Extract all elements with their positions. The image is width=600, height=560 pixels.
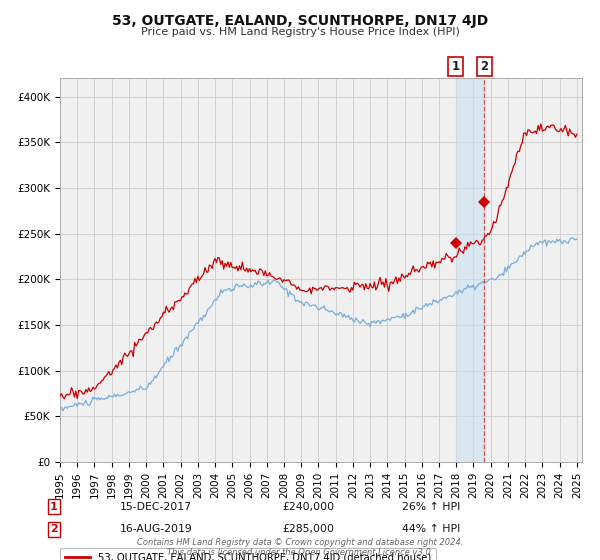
Text: 1: 1 — [451, 60, 460, 73]
Text: 1: 1 — [50, 502, 58, 512]
Text: 2: 2 — [480, 60, 488, 73]
Text: £285,000: £285,000 — [282, 524, 334, 534]
Text: Contains HM Land Registry data © Crown copyright and database right 2024.
This d: Contains HM Land Registry data © Crown c… — [137, 538, 463, 557]
Text: 15-DEC-2017: 15-DEC-2017 — [120, 502, 192, 512]
Text: 26% ↑ HPI: 26% ↑ HPI — [402, 502, 460, 512]
Text: 44% ↑ HPI: 44% ↑ HPI — [402, 524, 460, 534]
Bar — [455, 78, 484, 462]
Text: Price paid vs. HM Land Registry's House Price Index (HPI): Price paid vs. HM Land Registry's House … — [140, 27, 460, 37]
Text: £240,000: £240,000 — [282, 502, 334, 512]
Text: 2: 2 — [50, 524, 58, 534]
Text: 16-AUG-2019: 16-AUG-2019 — [120, 524, 193, 534]
Legend: 53, OUTGATE, EALAND, SCUNTHORPE, DN17 4JD (detached house), HPI: Average price, : 53, OUTGATE, EALAND, SCUNTHORPE, DN17 4J… — [60, 548, 436, 560]
Text: 53, OUTGATE, EALAND, SCUNTHORPE, DN17 4JD: 53, OUTGATE, EALAND, SCUNTHORPE, DN17 4J… — [112, 14, 488, 28]
